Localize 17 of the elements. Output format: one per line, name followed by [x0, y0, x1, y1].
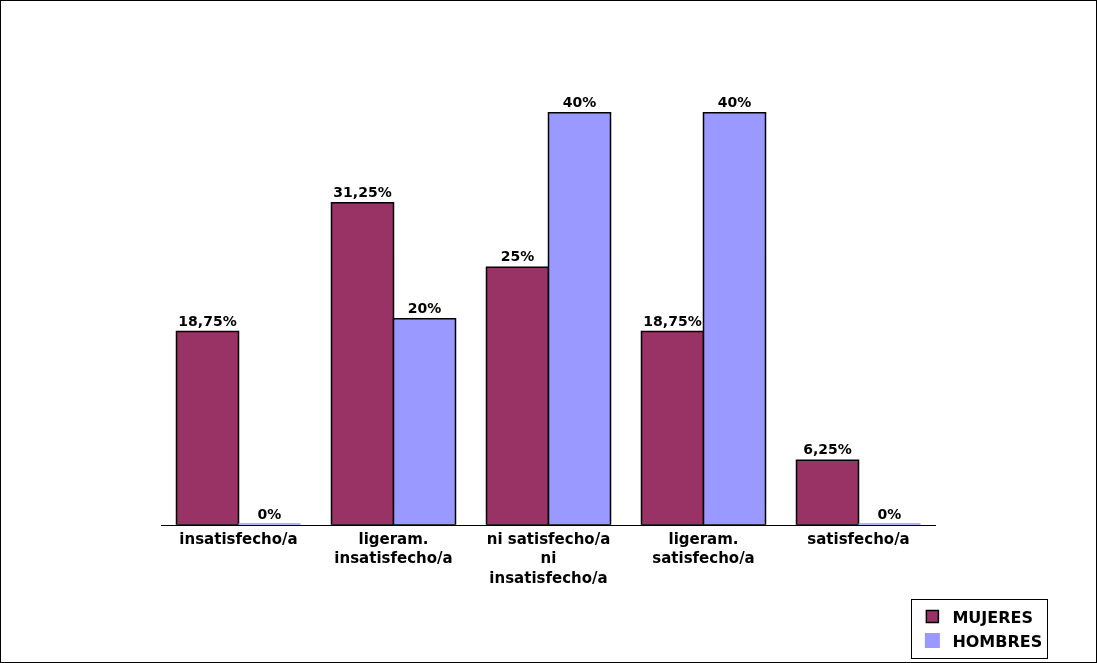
data-label: 6,25% [803, 441, 852, 458]
data-label: 40% [717, 93, 752, 110]
data-label: 18,75% [643, 312, 702, 329]
x-tick-label: ligeram. insatisfecho/a [334, 529, 453, 568]
data-label: 31,25% [333, 183, 392, 200]
x-tick-label: ligeram. satisfecho/a [652, 529, 755, 568]
data-label: 18,75% [178, 312, 237, 329]
data-label: 0% [877, 505, 902, 522]
legend-label: MUJERES [952, 607, 1033, 627]
data-label: 20% [407, 299, 442, 316]
x-tick-label: insatisfecho/a [179, 529, 298, 548]
data-label: 0% [257, 505, 282, 522]
legend-label: HOMBRES [952, 631, 1043, 651]
data-label: 40% [562, 93, 597, 110]
data-label: 25% [500, 248, 535, 265]
x-tick-label: satisfecho/a [807, 529, 910, 548]
x-tick-label: ni satisfecho/a ni insatisfecho/a [486, 529, 611, 587]
